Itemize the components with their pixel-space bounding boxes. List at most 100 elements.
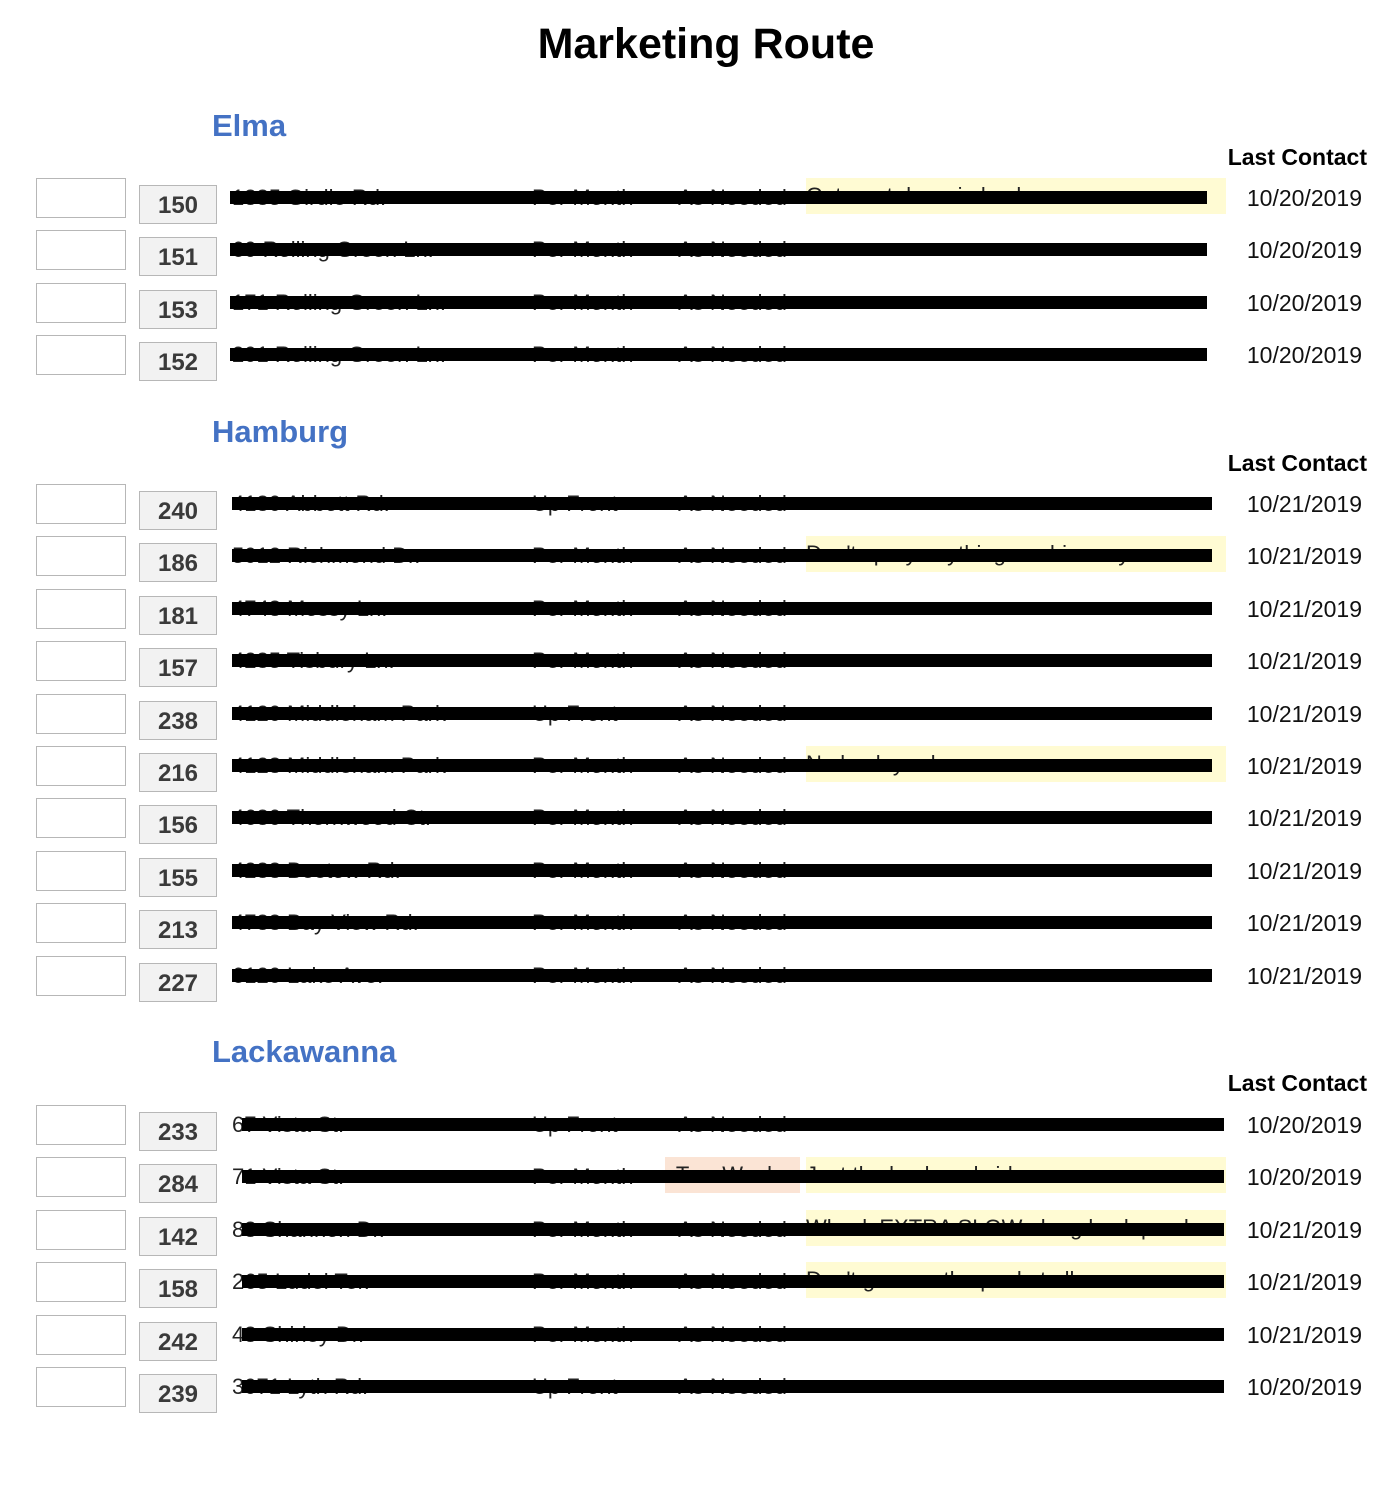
redaction-bar [232,863,1212,877]
row-checkbox[interactable] [36,1105,126,1145]
last-contact-date: 10/21/2019 [1246,1216,1362,1243]
last-contact-date: 10/21/2019 [1246,1321,1362,1348]
table-row: 1501885 Girdle Rd.Per MonthAs NeededGets… [0,178,1380,230]
row-checkbox[interactable] [36,178,126,218]
redaction-bar [242,1118,1224,1131]
last-contact-date: 10/21/2019 [1246,910,1362,937]
last-contact-date: 10/21/2019 [1246,857,1362,884]
page-title: Marketing Route [537,20,875,68]
row-checkbox[interactable] [36,798,126,839]
last-contact-date: 10/20/2019 [1246,185,1362,211]
row-number: 155 [139,857,217,897]
last-contact-date: 10/20/2019 [1246,237,1362,264]
row-checkbox[interactable] [36,588,126,629]
last-contact-date: 10/21/2019 [1246,1269,1362,1296]
section-heading: Elma [212,108,287,143]
row-checkbox[interactable] [36,1157,126,1198]
redaction-bar [232,811,1212,825]
redaction-bar [242,1380,1224,1393]
row-number: 242 [139,1321,217,1361]
table-row: 2134783 Bay View Rd.Per MonthAs Needed10… [0,903,1380,955]
table-row: 158265 Ludel Ter.Per MonthAs NeededDon't… [0,1262,1380,1314]
table-row: 2164128 Middleham ParkPer MonthAs Needed… [0,746,1380,798]
last-contact-date: 10/20/2019 [1246,342,1362,369]
table-row: 1865012 Richmond Dr.Per MonthAs NeededDo… [0,536,1380,588]
table-row: 1564680 Thornwood Ct.Per MonthAs Needed1… [0,798,1380,850]
section-heading: Hamburg [212,414,349,449]
table-row: 1554288 Beetow Rd.Per MonthAs Needed10/2… [0,850,1380,903]
redaction-bar [232,759,1212,772]
row-checkbox[interactable] [36,1367,126,1407]
redaction-bar [232,497,1212,510]
last-contact-date: 10/20/2019 [1246,1164,1362,1191]
last-contact-date: 10/21/2019 [1246,595,1362,622]
redaction-bar [232,706,1212,720]
table-row: 23367 Vista St.Up FrontAs Needed10/20/20… [0,1105,1380,1157]
redaction-bar [230,191,1207,204]
redaction-bar [232,654,1212,668]
last-contact-date: 10/20/2019 [1246,1374,1362,1400]
row-number: 239 [139,1374,217,1413]
table-row: 28471 Vista St.Per MonthTwo WeeksJust th… [0,1157,1380,1209]
row-checkbox[interactable] [36,335,126,376]
last-contact-date: 10/21/2019 [1246,648,1362,675]
redaction-bar [230,243,1207,257]
redaction-bar [232,601,1212,615]
last-contact-header: Last Contact [1227,144,1367,170]
row-number: 142 [139,1216,217,1256]
row-checkbox[interactable] [36,230,126,271]
redaction-bar [232,916,1212,930]
row-number: 151 [139,237,217,277]
row-checkbox[interactable] [36,746,126,786]
last-contact-date: 10/20/2019 [1246,1112,1362,1138]
redaction-bar [230,295,1207,309]
last-contact-header: Last Contact [1227,450,1367,476]
row-number: 150 [139,185,217,224]
table-row: 2404180 Abbott Rd.Up FrontAs Needed10/21… [0,484,1380,536]
table-row: 153171 Rolling Green Ln.Per MonthAs Need… [0,282,1380,335]
row-checkbox[interactable] [36,1209,126,1250]
row-number: 216 [139,753,217,792]
table-row: 2393071 Lyth Rd.Up FrontAs Needed10/20/2… [0,1367,1380,1419]
row-checkbox[interactable] [36,693,126,734]
row-number: 152 [139,342,217,382]
row-number: 181 [139,595,217,635]
table-row: 24248 Shirley Dr.Per MonthAs Needed10/21… [0,1314,1380,1367]
table-row: 152201 Rolling Green Ln.Per MonthAs Need… [0,335,1380,387]
row-checkbox[interactable] [36,484,126,524]
section-heading: Lackawanna [212,1034,397,1069]
row-checkbox[interactable] [36,536,126,577]
table-row: 2276120 Lake Ave.Per MonthAs Needed10/21… [0,955,1380,1008]
row-checkbox[interactable] [36,955,126,996]
row-checkbox[interactable] [36,1314,126,1355]
redaction-bar [242,1222,1224,1236]
table-row: 14288 Shannon Dr.Per MonthAs NeededWhack… [0,1209,1380,1262]
row-checkbox[interactable] [36,903,126,944]
row-number: 186 [139,543,217,583]
table-row: 1574235 Tisbury Ln.Per MonthAs Needed10/… [0,641,1380,693]
row-checkbox[interactable] [36,1262,126,1303]
row-number: 227 [139,962,217,1002]
last-contact-date: 10/21/2019 [1246,491,1362,517]
redaction-bar [242,1327,1224,1341]
redaction-bar [242,1275,1224,1289]
last-contact-date: 10/21/2019 [1246,543,1362,570]
row-number: 284 [139,1164,217,1204]
table-row: 15160 Rolling Green Ln.Per MonthAs Neede… [0,230,1380,282]
table-row: 1814748 Mossy Ln.Per MonthAs Needed10/21… [0,588,1380,641]
row-number: 156 [139,805,217,845]
row-checkbox[interactable] [36,282,126,323]
row-number: 153 [139,289,217,329]
redaction-bar [232,968,1212,982]
row-number: 233 [139,1112,217,1151]
row-checkbox[interactable] [36,641,126,682]
row-number: 238 [139,700,217,740]
last-contact-date: 10/21/2019 [1246,753,1362,779]
redaction-bar [242,1170,1224,1184]
last-contact-header: Last Contact [1227,1070,1367,1096]
row-number: 158 [139,1269,217,1309]
row-number: 240 [139,491,217,530]
redaction-bar [230,348,1207,362]
last-contact-date: 10/20/2019 [1246,289,1362,316]
row-checkbox[interactable] [36,850,126,891]
